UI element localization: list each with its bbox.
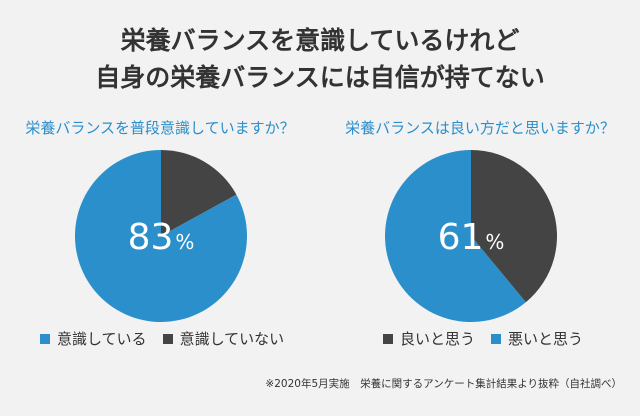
pie1-center-value: 61: [438, 217, 484, 258]
pie1-slice-1: [385, 150, 526, 322]
legend-item-aware: 意識している: [40, 328, 147, 349]
pie0-center-label: 83%: [128, 217, 195, 258]
legend-label-not-aware: 意識していない: [179, 330, 285, 348]
legend-swatch-good: [383, 333, 393, 344]
pie1-center-label: 61%: [438, 217, 505, 258]
pie0-slice-0: [75, 150, 248, 322]
legend-swatch-bad: [491, 333, 502, 344]
main-title-line1: 栄養バランスを意識しているけれど: [120, 26, 520, 55]
legend-swatch-not-aware: [162, 333, 173, 344]
pie1-center-unit: %: [485, 230, 504, 254]
pie0-slice-1: [161, 150, 237, 236]
legend-label-good: 良いと思う: [400, 330, 476, 348]
main-title-line2: 自身の栄養バランスには自信が持てない: [95, 63, 545, 92]
legend-label-bad: 悪いと思う: [508, 330, 584, 348]
pie1-slice-0: [471, 150, 557, 303]
chart2-legend: 良いと思う 悪いと思う: [383, 328, 599, 349]
footnote: ※2020年5月実施 栄養に関するアンケート集計結果より抜粋（自社調べ）: [265, 378, 622, 390]
pie-chart-self-evaluation: 61%: [385, 150, 557, 322]
chart1-title: 栄養バランスを普段意識していますか？: [25, 119, 295, 137]
legend-item-good: 良いと思う: [383, 328, 475, 349]
legend-item-not-aware: 意識していない: [162, 328, 285, 349]
legend-label-aware: 意識している: [57, 330, 147, 348]
pie-chart-awareness: 83%: [75, 150, 248, 322]
pie0-center-value: 83: [128, 217, 174, 258]
chart2-title: 栄養バランスは良い方だと思いますか？: [345, 119, 615, 137]
legend-item-bad: 悪いと思う: [491, 328, 583, 349]
chart1-legend: 意識している 意識していない: [40, 328, 300, 349]
pie0-center-unit: %: [175, 230, 194, 254]
legend-swatch-aware: [40, 333, 50, 344]
